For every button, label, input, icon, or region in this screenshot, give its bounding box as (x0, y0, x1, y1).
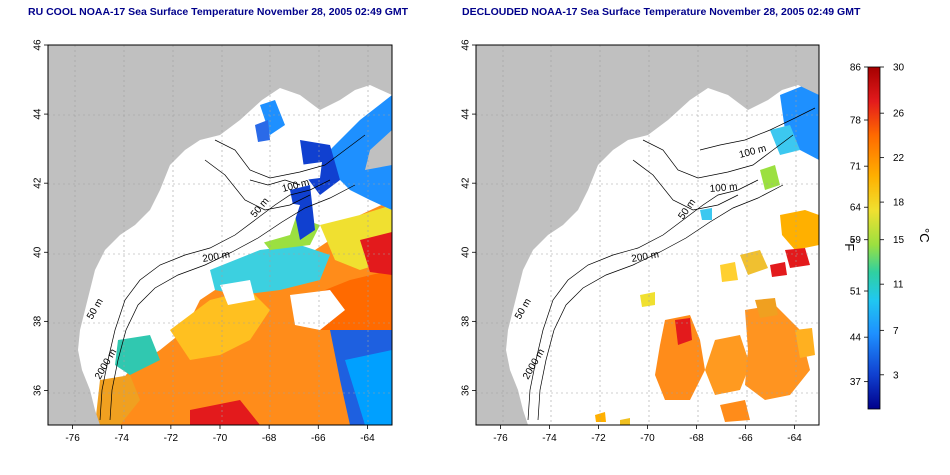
left-bathymetry-contours (99, 134, 366, 421)
right-land (476, 45, 819, 425)
colorbar-fahrenheit-tick-label: 78 (850, 116, 862, 127)
right-grid (476, 45, 819, 425)
colorbar-fahrenheit-ticks: 86 78 71 64 59 51 44 37 (850, 63, 868, 388)
colorbar-fahrenheit-tick-label: 86 (850, 63, 862, 74)
left-lat-axis: 46 44 42 40 38 36 (33, 39, 48, 396)
left-lat-tick-label: 38 (33, 315, 44, 327)
left-lon-tick-label: -72 (164, 433, 179, 444)
colorbar-celsius-tick-label: 22 (893, 153, 905, 164)
right-lat-tick-label: 36 (461, 384, 472, 396)
right-lat-axis: 46 44 42 40 38 36 (461, 39, 476, 396)
right-lon-tick-label: -70 (640, 433, 655, 444)
colorbar-celsius-tick-label: 18 (893, 198, 905, 209)
left-lat-tick-label: 42 (33, 177, 44, 189)
colorbar-celsius-tick-label: 30 (893, 63, 905, 74)
right-lon-tick-label: -68 (689, 433, 704, 444)
right-sst-field (595, 80, 819, 425)
left-lon-tick-label: -74 (114, 433, 129, 444)
right-lat-tick-label: 38 (461, 315, 472, 327)
temperature-colorbar: 86 78 71 64 59 51 44 37 30 26 22 18 15 11 7 3 °F °C (842, 63, 932, 410)
right-lon-tick-label: -64 (787, 433, 802, 444)
colorbar-fahrenheit-label: °F (842, 238, 857, 251)
left-panel-title: RU COOL NOAA-17 Sea Surface Temperature … (28, 6, 409, 18)
colorbar-celsius-label: °C (917, 228, 932, 243)
left-lat-tick-label: 44 (33, 108, 44, 120)
colorbar-celsius-tick-label: 15 (893, 235, 905, 246)
colorbar-fahrenheit-tick-label: 64 (850, 203, 862, 214)
colorbar-fahrenheit-tick-label: 44 (850, 333, 862, 344)
right-lon-tick-label: -74 (542, 433, 557, 444)
colorbar-fahrenheit-tick-label: 51 (850, 287, 862, 298)
right-lat-tick-label: 42 (461, 177, 472, 189)
right-lat-tick-label: 40 (461, 246, 472, 258)
colorbar-gradient (867, 66, 881, 410)
right-contour-label-100m-b: 100 m (709, 182, 738, 195)
left-lon-tick-label: -64 (360, 433, 375, 444)
left-lat-tick-label: 40 (33, 246, 44, 258)
colorbar-fahrenheit-tick-label: 37 (850, 377, 862, 388)
left-lon-axis: -76 -74 -72 -70 -68 -66 -64 (65, 425, 375, 444)
right-lat-tick-label: 46 (461, 39, 472, 51)
colorbar-celsius-tick-label: 11 (893, 280, 904, 291)
colorbar-celsius-tick-label: 7 (893, 326, 899, 337)
right-lon-tick-label: -72 (591, 433, 606, 444)
left-lon-tick-label: -68 (262, 433, 277, 444)
right-lat-tick-label: 44 (461, 108, 472, 120)
left-grid (48, 45, 392, 425)
right-map-panel: 100 m 100 m 50 m 200 m 50 m 2000 m -76 -7… (461, 39, 820, 444)
colorbar-celsius-ticks: 30 26 22 18 15 11 7 3 (880, 63, 905, 381)
colorbar-fahrenheit-tick-label: 59 (850, 235, 862, 246)
colorbar-fahrenheit-tick-label: 71 (850, 162, 862, 173)
right-contour-label-200m: 200 m (631, 249, 660, 265)
left-lon-tick-label: -66 (311, 433, 326, 444)
left-lon-tick-label: -70 (213, 433, 228, 444)
colorbar-celsius-tick-label: 26 (893, 109, 905, 120)
left-lon-tick-label: -76 (65, 433, 80, 444)
right-bathymetry-contours (527, 107, 816, 421)
right-lon-axis: -76 -74 -72 -70 -68 -66 -64 (493, 425, 802, 444)
colorbar-celsius-tick-label: 3 (893, 370, 899, 381)
left-land (48, 45, 392, 425)
left-lat-tick-label: 46 (33, 39, 44, 51)
left-contour-label-200m: 200 m (202, 249, 231, 265)
right-lon-tick-label: -66 (738, 433, 753, 444)
right-lon-tick-label: -76 (493, 433, 508, 444)
right-panel-title: DECLOUDED NOAA-17 Sea Surface Temperatur… (462, 6, 861, 18)
left-map-panel: 50 m 100 m 200 m 50 m 2000 m -76 -74 -72 -7… (33, 39, 393, 444)
left-lat-tick-label: 36 (33, 384, 44, 396)
